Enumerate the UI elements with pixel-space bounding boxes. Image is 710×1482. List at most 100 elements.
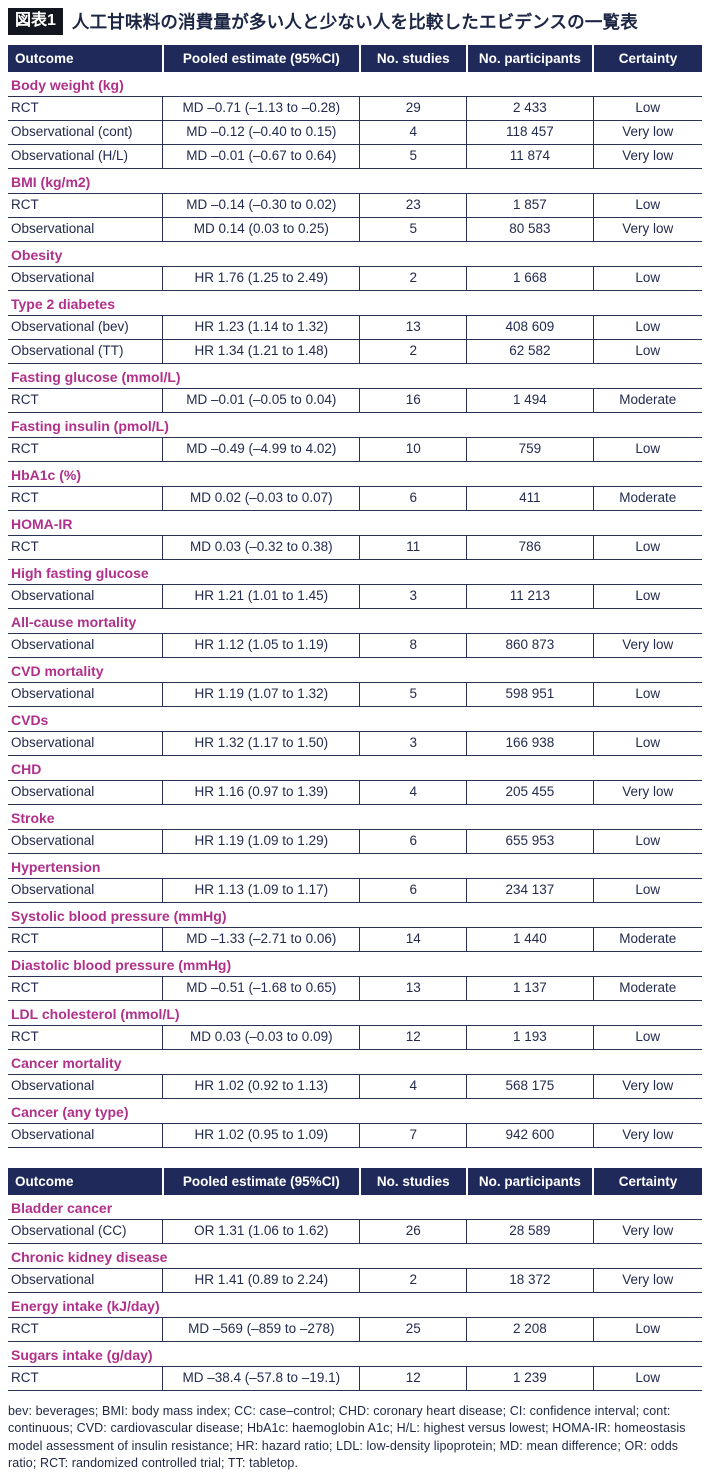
cell-certainty: Very low bbox=[592, 780, 702, 805]
cell-pooled-estimate: MD –0.71 (–1.13 to –0.28) bbox=[162, 96, 360, 121]
outcome-section-title: High fasting glucose bbox=[11, 565, 149, 581]
table-row: Observational HR 1.13 (1.09 to 1.17) 6 2… bbox=[8, 878, 702, 903]
outcome-section-row: Diastolic blood pressure (mmHg) bbox=[8, 952, 702, 977]
outcome-section-row: Hypertension bbox=[8, 854, 702, 879]
outcome-section-title: Systolic blood pressure (mmHg) bbox=[11, 908, 227, 924]
column-header-no-participants: No. participants bbox=[465, 1168, 594, 1195]
cell-study-design: Observational bbox=[8, 1123, 163, 1148]
cell-certainty: Moderate bbox=[592, 976, 702, 1001]
outcome-section-title: Diastolic blood pressure (mmHg) bbox=[11, 957, 232, 973]
table-row: RCT MD –0.49 (–4.99 to 4.02) 10 759 Low bbox=[8, 437, 702, 462]
cell-certainty: Moderate bbox=[592, 486, 702, 511]
cell-study-design: Observational bbox=[8, 878, 163, 903]
cell-no-studies: 12 bbox=[359, 1025, 467, 1050]
cell-study-design: RCT bbox=[8, 535, 163, 560]
cell-pooled-estimate: OR 1.31 (1.06 to 1.62) bbox=[162, 1219, 360, 1244]
table-row: RCT MD 0.03 (–0.32 to 0.38) 11 786 Low bbox=[8, 535, 702, 560]
cell-study-design: RCT bbox=[8, 437, 163, 462]
cell-no-participants: 1 440 bbox=[466, 927, 594, 952]
outcome-section-title: Hypertension bbox=[11, 859, 101, 875]
cell-study-design: Observational (H/L) bbox=[8, 144, 163, 169]
cell-no-participants: 1 137 bbox=[466, 976, 594, 1001]
table-row: RCT MD –1.33 (–2.71 to 0.06) 14 1 440 Mo… bbox=[8, 927, 702, 952]
cell-no-participants: 1 668 bbox=[466, 266, 594, 291]
cell-certainty: Low bbox=[592, 584, 702, 609]
table-row: RCT MD 0.02 (–0.03 to 0.07) 6 411 Modera… bbox=[8, 486, 702, 511]
cell-certainty: Moderate bbox=[592, 388, 702, 413]
cell-no-participants: 568 175 bbox=[466, 1074, 594, 1099]
cell-no-studies: 2 bbox=[359, 339, 467, 364]
cell-certainty: Very low bbox=[592, 1074, 702, 1099]
cell-certainty: Very low bbox=[592, 120, 702, 145]
cell-pooled-estimate: HR 1.21 (1.01 to 1.45) bbox=[162, 584, 360, 609]
cell-no-participants: 408 609 bbox=[466, 315, 594, 340]
cell-study-design: RCT bbox=[8, 96, 163, 121]
cell-certainty: Low bbox=[592, 682, 702, 707]
cell-pooled-estimate: MD –0.01 (–0.67 to 0.64) bbox=[162, 144, 360, 169]
outcome-section-title: BMI (kg/m2) bbox=[11, 174, 91, 190]
cell-no-studies: 5 bbox=[359, 682, 467, 707]
table-row: Observational MD 0.14 (0.03 to 0.25) 5 8… bbox=[8, 217, 702, 242]
cell-no-participants: 62 582 bbox=[466, 339, 594, 364]
outcome-section-title: Bladder cancer bbox=[11, 1200, 113, 1216]
column-header-certainty: Certainty bbox=[592, 45, 702, 72]
outcome-section-row: Body weight (kg) bbox=[8, 72, 702, 97]
cell-no-participants: 598 951 bbox=[466, 682, 594, 707]
cell-certainty: Low bbox=[592, 266, 702, 291]
cell-no-studies: 8 bbox=[359, 633, 467, 658]
cell-certainty: Very low bbox=[592, 144, 702, 169]
outcome-section-row: BMI (kg/m2) bbox=[8, 169, 702, 194]
cell-study-design: Observational bbox=[8, 217, 163, 242]
cell-pooled-estimate: HR 1.13 (1.09 to 1.17) bbox=[162, 878, 360, 903]
outcome-section-title: Fasting insulin (pmol/L) bbox=[11, 418, 169, 434]
cell-certainty: Low bbox=[592, 339, 702, 364]
cell-no-participants: 234 137 bbox=[466, 878, 594, 903]
cell-no-participants: 205 455 bbox=[466, 780, 594, 805]
outcome-section-row: Energy intake (kJ/day) bbox=[8, 1293, 702, 1318]
cell-certainty: Low bbox=[592, 193, 702, 218]
outcome-section-row: CVD mortality bbox=[8, 658, 702, 683]
cell-study-design: Observational bbox=[8, 682, 163, 707]
cell-certainty: Low bbox=[592, 437, 702, 462]
cell-no-studies: 5 bbox=[359, 144, 467, 169]
outcome-section-row: CVDs bbox=[8, 707, 702, 732]
cell-certainty: Low bbox=[592, 315, 702, 340]
cell-pooled-estimate: HR 1.12 (1.05 to 1.19) bbox=[162, 633, 360, 658]
cell-study-design: RCT bbox=[8, 388, 163, 413]
table-row: RCT MD –0.14 (–0.30 to 0.02) 23 1 857 Lo… bbox=[8, 193, 702, 218]
outcome-section-row: Bladder cancer bbox=[8, 1195, 702, 1220]
cell-certainty: Low bbox=[592, 878, 702, 903]
cell-study-design: Observational (bev) bbox=[8, 315, 163, 340]
cell-no-studies: 2 bbox=[359, 266, 467, 291]
cell-certainty: Very low bbox=[592, 217, 702, 242]
cell-no-participants: 1 193 bbox=[466, 1025, 594, 1050]
cell-no-studies: 4 bbox=[359, 780, 467, 805]
cell-no-participants: 28 589 bbox=[466, 1219, 594, 1244]
cell-no-participants: 2 433 bbox=[466, 96, 594, 121]
cell-no-studies: 25 bbox=[359, 1317, 467, 1342]
outcome-section-row: Fasting glucose (mmol/L) bbox=[8, 364, 702, 389]
evidence-table: Outcome Pooled estimate (95%CI) No. stud… bbox=[8, 1168, 702, 1391]
cell-pooled-estimate: MD –38.4 (–57.8 to –19.1) bbox=[162, 1366, 360, 1391]
table-row: Observational HR 1.02 (0.92 to 1.13) 4 5… bbox=[8, 1074, 702, 1099]
cell-certainty: Moderate bbox=[592, 927, 702, 952]
cell-pooled-estimate: HR 1.16 (0.97 to 1.39) bbox=[162, 780, 360, 805]
cell-study-design: Observational bbox=[8, 731, 163, 756]
cell-no-participants: 1 239 bbox=[466, 1366, 594, 1391]
table-row: Observational HR 1.32 (1.17 to 1.50) 3 1… bbox=[8, 731, 702, 756]
table-row: RCT MD –38.4 (–57.8 to –19.1) 12 1 239 L… bbox=[8, 1366, 702, 1391]
cell-certainty: Low bbox=[592, 96, 702, 121]
cell-no-participants: 942 600 bbox=[466, 1123, 594, 1148]
cell-no-studies: 16 bbox=[359, 388, 467, 413]
outcome-section-title: Stroke bbox=[11, 810, 55, 826]
cell-no-studies: 13 bbox=[359, 315, 467, 340]
cell-no-participants: 655 953 bbox=[466, 829, 594, 854]
cell-certainty: Very low bbox=[592, 1219, 702, 1244]
cell-pooled-estimate: MD 0.03 (–0.32 to 0.38) bbox=[162, 535, 360, 560]
table-header-row: Outcome Pooled estimate (95%CI) No. stud… bbox=[8, 1168, 702, 1195]
outcome-section-row: Systolic blood pressure (mmHg) bbox=[8, 903, 702, 928]
table-row: Observational HR 1.12 (1.05 to 1.19) 8 8… bbox=[8, 633, 702, 658]
column-header-outcome: Outcome bbox=[8, 1168, 163, 1195]
cell-pooled-estimate: MD –0.14 (–0.30 to 0.02) bbox=[162, 193, 360, 218]
outcome-section-title: Body weight (kg) bbox=[11, 77, 124, 93]
